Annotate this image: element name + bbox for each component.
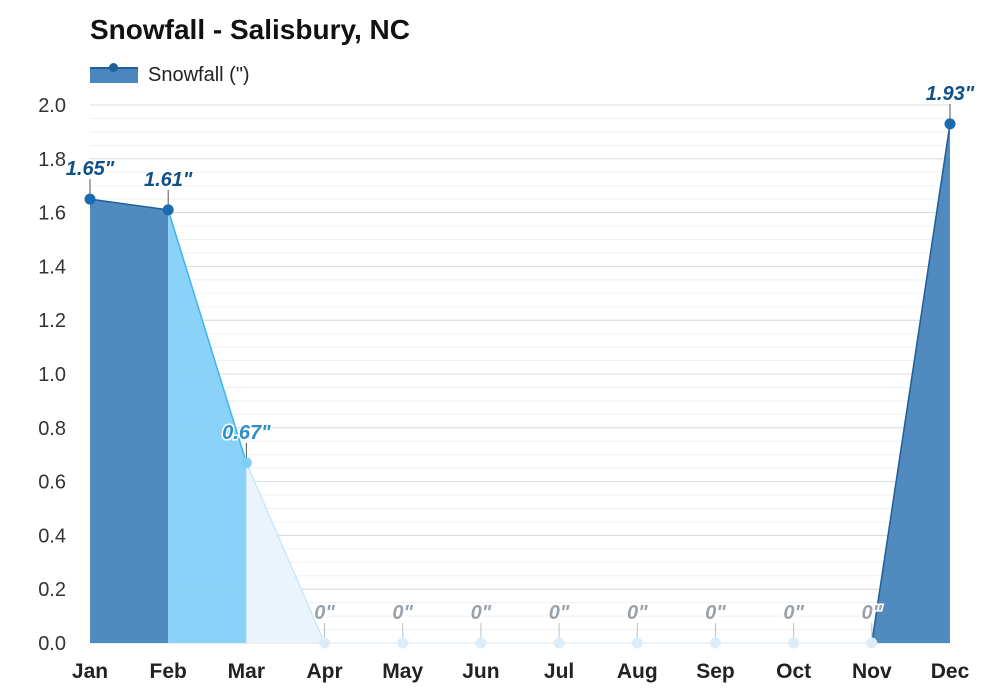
- y-tick-label: 1.0: [38, 364, 66, 386]
- x-tick-label: Oct: [776, 660, 811, 683]
- x-tick-label: Feb: [150, 660, 187, 683]
- data-label: 0": [314, 602, 335, 624]
- x-tick-label: Apr: [306, 660, 342, 683]
- legend: Snowfall ("): [90, 60, 250, 90]
- series-line-segment: [245, 462, 326, 644]
- series-line-segment: [167, 209, 248, 463]
- data-point: [866, 637, 878, 649]
- data-point: [944, 118, 956, 130]
- y-tick-label: 0.8: [38, 418, 66, 440]
- data-point: [319, 637, 331, 649]
- x-tick-label: Jun: [462, 660, 499, 683]
- data-point: [788, 637, 800, 649]
- x-axis-labels: Jan Feb Mar Apr May Jun Jul Aug Sep Oct Nov Dec: [72, 660, 970, 683]
- legend-dot: [109, 63, 118, 72]
- data-label: 0": [862, 602, 883, 624]
- data-point: [631, 637, 643, 649]
- data-point: [475, 637, 487, 649]
- data-point: [709, 637, 721, 649]
- x-tick-label: Jul: [544, 660, 574, 683]
- data-label: 0.67": [222, 422, 271, 444]
- data-label: 0": [627, 602, 648, 624]
- data-point: [84, 193, 96, 205]
- series-line-segment: [871, 123, 951, 644]
- chart-title: Snowfall - Salisbury, NC: [90, 14, 410, 45]
- y-tick-label: 2.0: [38, 95, 66, 117]
- x-tick-label: Jan: [72, 660, 108, 683]
- data-label: 0": [471, 602, 492, 624]
- y-tick-label: 0.4: [38, 525, 66, 547]
- data-label: 0": [705, 602, 726, 624]
- series-lines: [89, 123, 951, 644]
- x-tick-label: May: [382, 660, 423, 683]
- y-tick-label: 1.2: [38, 310, 66, 332]
- x-tick-label: Sep: [696, 660, 735, 683]
- x-tick-label: Mar: [228, 660, 265, 683]
- y-tick-label: 0.2: [38, 579, 66, 601]
- x-tick-label: Nov: [852, 660, 892, 683]
- x-tick-label: Aug: [617, 660, 658, 683]
- legend-swatch: [90, 63, 138, 83]
- y-tick-label: 1.4: [38, 256, 66, 278]
- data-point: [553, 637, 565, 649]
- data-point: [162, 204, 174, 216]
- y-tick-label: 1.6: [38, 203, 66, 225]
- data-point: [240, 457, 252, 469]
- data-points: [84, 103, 956, 649]
- area-segment: [90, 199, 169, 643]
- y-axis-labels: 0.0 0.2 0.4 0.6 0.8 1.0 1.2 1.4 1.6 1.8 2.0: [38, 95, 66, 655]
- data-label: 1.93": [926, 83, 975, 105]
- data-label: 1.65": [66, 158, 115, 180]
- data-label: 0": [549, 602, 570, 624]
- data-label: 0": [392, 602, 413, 624]
- legend-label: Snowfall ("): [148, 63, 250, 86]
- data-point: [397, 637, 409, 649]
- data-labels: 1.65" 1.61" 0.67" 0" 0" 0" 0" 0" 0" 0" 0" 1.93": [64, 81, 976, 625]
- y-tick-label: 0.6: [38, 472, 66, 494]
- area-segment: [168, 209, 247, 643]
- data-label: 0": [783, 602, 804, 624]
- area-fills: [90, 123, 950, 643]
- series-line-segment: [89, 198, 169, 211]
- y-tick-label: 1.8: [38, 149, 66, 171]
- data-label: 1.61": [144, 169, 193, 191]
- x-tick-label: Dec: [931, 660, 970, 683]
- y-tick-label: 0.0: [38, 633, 66, 655]
